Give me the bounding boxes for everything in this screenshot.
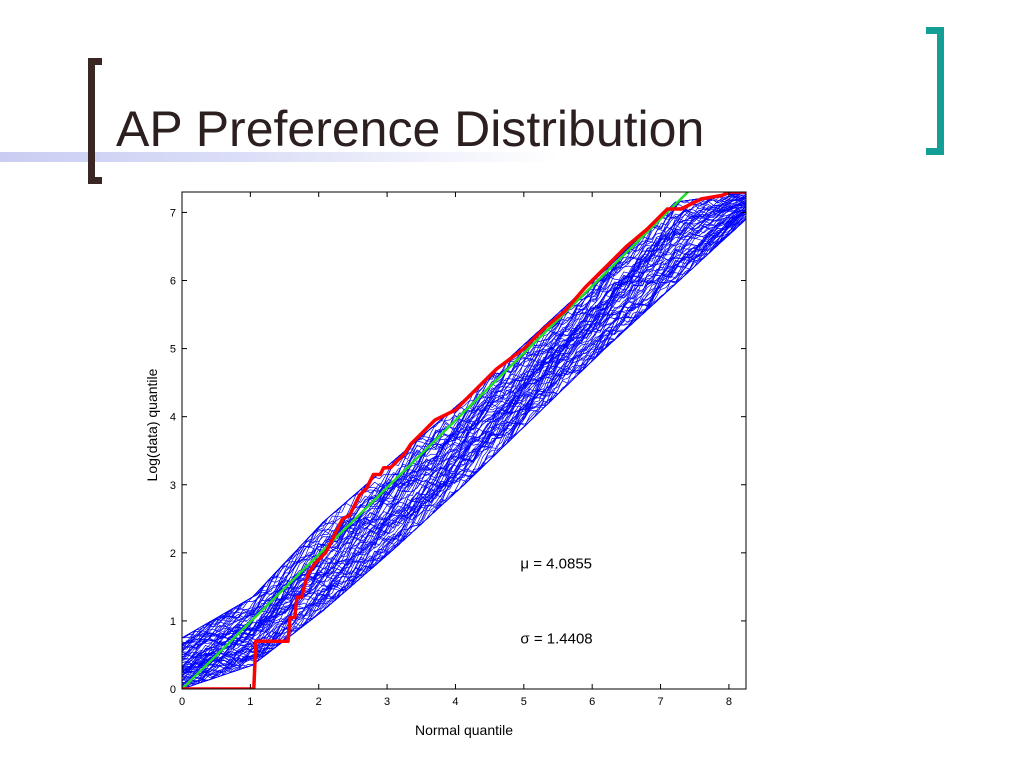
y-tick-label: 7: [170, 207, 176, 219]
x-tick-label: 8: [726, 696, 732, 708]
y-tick-label: 1: [170, 616, 176, 628]
simulated-curve: [182, 210, 746, 671]
simulated-curve: [182, 196, 746, 650]
y-axis-label: Log(data) quantile: [144, 368, 160, 481]
simulated-curve: [182, 206, 746, 670]
simulated-curve: [182, 205, 746, 650]
slide-title: AP Preference Distribution: [116, 101, 705, 157]
x-tick-label: 6: [589, 696, 595, 708]
simulated-curve: [182, 200, 746, 639]
simulated-quantile-curves: [182, 192, 746, 689]
simulated-curve: [182, 209, 746, 678]
simulated-curve: [182, 218, 746, 668]
simulated-curve: [182, 205, 746, 658]
x-axis-label: Normal quantile: [415, 722, 513, 738]
simulated-curve: [182, 218, 746, 688]
x-tick-label: 1: [247, 696, 253, 708]
left-bracket-decoration: [88, 58, 102, 184]
plot-frame: [181, 191, 747, 690]
simulated-curve: [182, 210, 746, 658]
right-bracket-decoration: [926, 27, 944, 155]
x-tick-label: 4: [452, 696, 458, 708]
fit-line-layer: [182, 192, 689, 689]
y-tick-label: 2: [170, 548, 176, 560]
simulated-curve: [182, 212, 746, 673]
simulated-curve: [182, 207, 746, 681]
axis-ticks: 0 1 2 3 4 5 6 7 8 0 1 2 3 4 5 6 7: [170, 192, 746, 708]
simulated-curve: [182, 198, 746, 653]
title-accent-bar: [0, 152, 560, 162]
y-tick-label: 4: [170, 412, 176, 424]
simulated-curve: [182, 200, 746, 678]
x-tick-label: 5: [521, 696, 527, 708]
fit-line: [182, 192, 689, 689]
simulated-curve: [182, 194, 746, 644]
y-tick-label: 6: [170, 276, 176, 288]
x-tick-label: 7: [657, 696, 663, 708]
x-tick-label: 2: [316, 696, 322, 708]
x-tick-label: 0: [179, 696, 185, 708]
simulated-curve: [182, 210, 746, 658]
simulated-curve: [182, 199, 746, 658]
empirical-curve: [182, 192, 746, 689]
y-tick-label: 3: [170, 480, 176, 492]
simulated-curve: [182, 202, 746, 656]
empirical-curve-layer: [182, 192, 746, 689]
y-tick-label: 5: [170, 344, 176, 356]
x-tick-label: 3: [384, 696, 390, 708]
mu-annotation: μ = 4.0855: [520, 555, 592, 572]
simulated-curve: [182, 192, 746, 639]
sigma-annotation: σ = 1.4408: [520, 630, 592, 647]
y-tick-label: 0: [170, 684, 176, 696]
